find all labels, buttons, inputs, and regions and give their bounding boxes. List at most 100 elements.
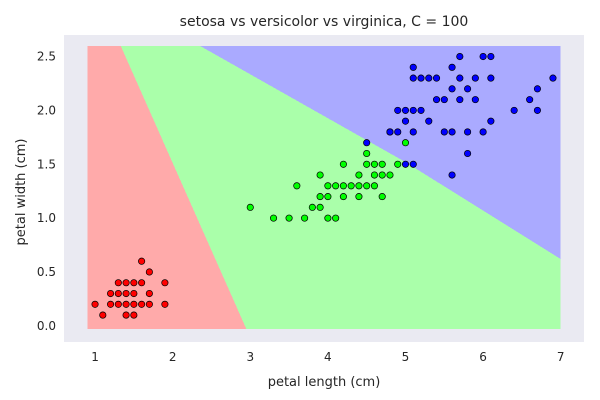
point-virginica — [363, 139, 371, 147]
point-virginica — [510, 106, 518, 114]
point-virginica — [425, 74, 433, 82]
point-virginica — [448, 128, 456, 136]
point-virginica — [533, 106, 541, 114]
point-virginica — [401, 117, 410, 125]
point-setosa — [122, 289, 130, 298]
point-virginica — [394, 128, 402, 136]
point-virginica — [409, 63, 417, 71]
data-points — [91, 52, 557, 319]
point-versicolor — [324, 214, 332, 222]
point-versicolor — [308, 203, 316, 211]
x-tick-label: 5 — [402, 350, 410, 364]
point-setosa — [114, 279, 122, 287]
point-virginica — [464, 128, 472, 136]
point-virginica — [456, 52, 464, 61]
point-versicolor — [401, 139, 410, 147]
point-versicolor — [324, 182, 332, 190]
point-setosa — [138, 279, 146, 287]
point-virginica — [440, 96, 448, 104]
x-tick-label: 3 — [246, 350, 254, 364]
point-setosa — [138, 257, 146, 265]
point-virginica — [471, 96, 479, 104]
point-virginica — [409, 74, 417, 82]
y-tick-label: 1.0 — [37, 211, 56, 225]
point-setosa — [138, 300, 146, 308]
point-versicolor — [370, 160, 378, 168]
point-virginica — [456, 96, 464, 104]
point-setosa — [122, 311, 130, 319]
region-setosa — [87, 45, 247, 330]
point-setosa — [130, 279, 138, 287]
point-versicolor — [301, 214, 309, 222]
point-versicolor — [363, 160, 371, 168]
point-versicolor — [386, 171, 394, 179]
point-virginica — [417, 74, 425, 82]
point-setosa — [130, 300, 138, 308]
point-setosa — [145, 300, 153, 308]
point-virginica — [401, 106, 410, 114]
y-tick-label: 0.5 — [37, 265, 56, 279]
point-versicolor — [378, 193, 386, 201]
point-virginica — [448, 171, 456, 179]
point-setosa — [114, 289, 122, 298]
x-axis-ticks: 1 2 3 4 5 6 7 — [91, 350, 564, 364]
point-virginica — [432, 96, 441, 104]
x-axis-label: petal length (cm) — [268, 375, 381, 390]
point-setosa — [161, 300, 169, 308]
y-axis-ticks: 0.0 0.5 1.0 1.5 2.0 2.5 — [37, 50, 56, 333]
point-virginica — [448, 85, 456, 93]
point-versicolor — [285, 214, 293, 222]
y-tick-label: 2.5 — [37, 50, 56, 64]
point-virginica — [401, 160, 410, 168]
point-setosa — [122, 300, 130, 308]
x-tick-label: 6 — [479, 350, 487, 364]
point-virginica — [471, 74, 479, 82]
point-versicolor — [355, 182, 363, 190]
y-tick-label: 2.0 — [37, 103, 56, 117]
point-versicolor — [355, 171, 363, 179]
point-versicolor — [363, 182, 371, 190]
point-setosa — [145, 268, 153, 276]
point-virginica — [417, 106, 425, 114]
point-virginica — [479, 52, 487, 61]
point-setosa — [130, 311, 138, 319]
point-setosa — [99, 311, 107, 319]
point-versicolor — [332, 214, 340, 222]
point-setosa — [114, 300, 122, 308]
x-tick-label: 1 — [91, 350, 99, 364]
point-virginica — [448, 63, 456, 71]
point-versicolor — [293, 182, 301, 190]
point-setosa — [122, 279, 130, 287]
point-virginica — [464, 85, 472, 93]
point-virginica — [409, 128, 417, 136]
point-versicolor — [378, 171, 386, 179]
y-tick-label: 0.0 — [37, 319, 56, 333]
point-versicolor — [339, 193, 347, 201]
point-virginica — [479, 128, 487, 136]
point-virginica — [456, 74, 464, 82]
point-versicolor — [370, 171, 378, 179]
point-versicolor — [316, 193, 324, 201]
point-virginica — [386, 128, 394, 136]
point-setosa — [130, 289, 138, 298]
point-setosa — [145, 289, 153, 298]
point-setosa — [107, 289, 115, 298]
point-versicolor — [394, 160, 402, 168]
point-virginica — [487, 117, 495, 125]
point-versicolor — [347, 182, 355, 190]
point-versicolor — [370, 182, 378, 190]
point-setosa — [107, 300, 115, 308]
x-tick-label: 2 — [169, 350, 177, 364]
point-virginica — [464, 149, 472, 158]
point-virginica — [432, 74, 441, 82]
point-versicolor — [246, 203, 254, 211]
point-virginica — [526, 96, 534, 104]
point-versicolor — [332, 182, 340, 190]
point-versicolor — [316, 171, 324, 179]
point-virginica — [409, 106, 417, 114]
point-virginica — [440, 128, 448, 136]
x-tick-label: 4 — [324, 350, 332, 364]
point-versicolor — [324, 193, 332, 201]
point-versicolor — [355, 193, 363, 201]
point-setosa — [161, 279, 169, 287]
